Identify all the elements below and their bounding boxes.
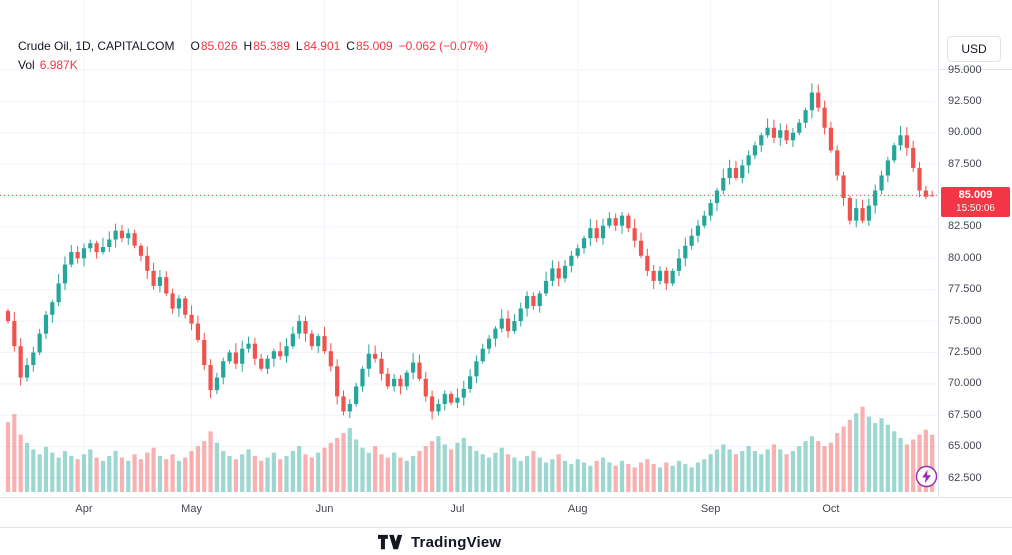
candles-layer — [5, 83, 935, 420]
open-label: O — [190, 39, 200, 53]
tradingview-wordmark: TradingView — [411, 533, 502, 551]
tradingview-logo-link[interactable]: TradingView — [378, 534, 501, 551]
price-tick-label: 90.000 — [948, 126, 982, 139]
symbol-title[interactable]: Crude Oil, 1D, CAPITALCOM — [18, 39, 175, 53]
current-price-badge: 85.009 15:50:06 — [941, 187, 1010, 218]
price-tick-label: 80.000 — [948, 251, 982, 264]
time-scale[interactable]: Apr May Jun Jul Aug Sep Oct — [0, 497, 1012, 523]
price-tick-label: 75.000 — [948, 314, 982, 327]
low-value: 84.901 — [303, 39, 341, 53]
price-tick-label: 62.500 — [948, 471, 982, 484]
current-price-value: 85.009 — [958, 189, 993, 202]
price-tick-label: 87.500 — [948, 157, 982, 170]
grid-layer — [0, 0, 938, 497]
time-tick-label[interactable]: Jul — [450, 503, 465, 515]
chart-area[interactable]: Crude Oil, 1D, CAPITALCOM O85.026 H85.389 L… — [0, 0, 938, 497]
high-label: H — [243, 39, 253, 53]
price-tick-label: 65.000 — [948, 440, 982, 453]
volume-layer — [5, 406, 935, 492]
low-label: L — [295, 39, 303, 53]
close-label: C — [346, 39, 355, 53]
tradingview-logo-icon — [378, 534, 403, 549]
price-tick-label: 82.500 — [948, 220, 982, 233]
time-tick-label[interactable]: Sep — [700, 503, 721, 515]
change-value: −0.062 (−0.07%) — [398, 39, 489, 53]
time-tick-label[interactable]: Oct — [822, 503, 840, 515]
footer: TradingView — [0, 527, 1012, 555]
time-tick-label[interactable]: Jun — [315, 503, 334, 515]
volume-value: 6.987K — [39, 58, 78, 72]
price-tick-label: 72.500 — [948, 345, 982, 358]
lightning-icon — [915, 465, 938, 488]
currency-button[interactable]: USD — [947, 36, 1001, 62]
price-tick-label: 77.500 — [948, 283, 982, 296]
volume-row: Vol 6.987K — [18, 57, 488, 73]
volume-label: Vol — [18, 58, 35, 72]
price-scale[interactable]: USD 95.000 92.500 90.000 87.500 82.500 80.000… — [938, 0, 1012, 522]
time-tick-label[interactable]: May — [181, 503, 202, 515]
price-tick-label: 70.000 — [948, 377, 982, 390]
bar-countdown-timer: 15:50:06 — [956, 203, 995, 215]
price-tick-label: 92.500 — [948, 94, 982, 107]
symbol-legend: Crude Oil, 1D, CAPITALCOM O85.026 H85.389 L… — [18, 38, 488, 73]
price-tick-label: 95.000 — [948, 63, 982, 76]
flash-order-button[interactable] — [915, 465, 938, 488]
price-scale-divider — [939, 69, 1012, 70]
ohlc-row: Crude Oil, 1D, CAPITALCOM O85.026 H85.389 L… — [18, 38, 488, 54]
time-tick-label[interactable]: Apr — [75, 503, 93, 515]
price-tick-label: 67.500 — [948, 408, 982, 421]
open-value: 85.026 — [200, 39, 238, 53]
high-value: 85.389 — [253, 39, 290, 53]
time-tick-label[interactable]: Aug — [567, 503, 588, 515]
close-value: 85.009 — [355, 39, 393, 53]
price-chart-canvas[interactable] — [0, 0, 938, 497]
